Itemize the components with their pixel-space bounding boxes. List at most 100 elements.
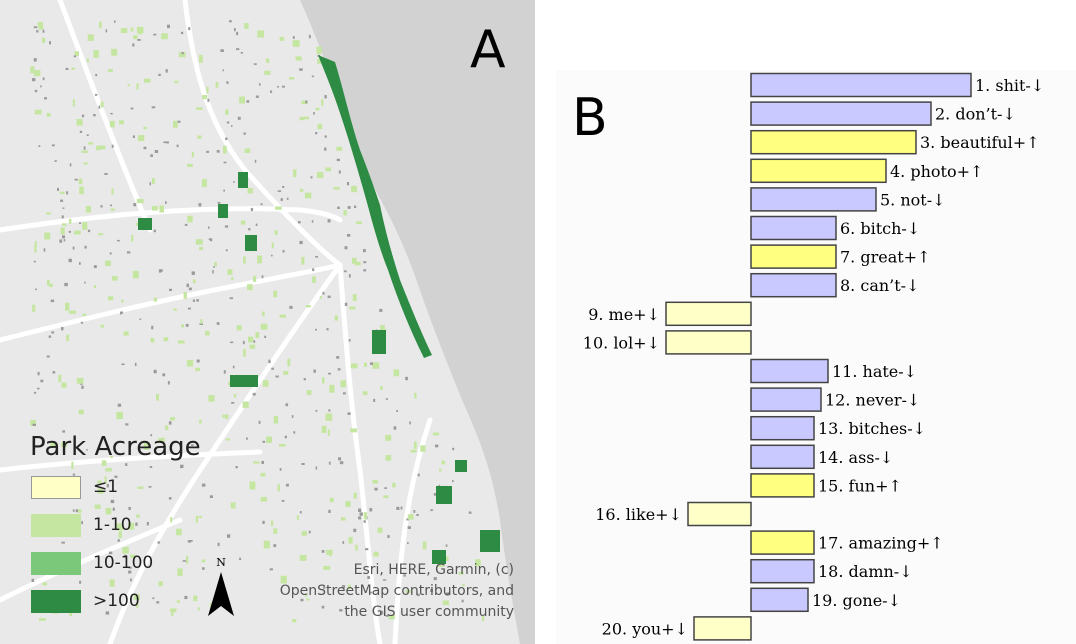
park-patch xyxy=(323,585,326,589)
park-patch xyxy=(315,132,318,135)
bar xyxy=(750,530,815,555)
word-bar-chart: 1. shit-↓ 2. don’t-↓ 3. beautiful+↑ 4. phot… xyxy=(583,72,1044,641)
bar xyxy=(693,616,752,641)
park-patch xyxy=(188,27,191,31)
bar xyxy=(750,187,877,212)
park-patch xyxy=(104,476,107,484)
park-patch xyxy=(433,493,437,496)
park-patch xyxy=(302,116,309,120)
park-patch xyxy=(328,509,331,513)
park-patch xyxy=(414,392,417,399)
park-patch xyxy=(270,520,274,527)
park-patch xyxy=(69,163,72,167)
park-patch xyxy=(132,135,135,138)
park-patch xyxy=(236,325,242,331)
park-patch xyxy=(301,256,305,265)
park-patch xyxy=(123,331,129,336)
large-park xyxy=(138,218,152,230)
park-patch xyxy=(49,41,51,45)
park-patch xyxy=(279,444,286,447)
bar-label: 2. don’t-↓ xyxy=(935,105,1016,124)
park-patch xyxy=(30,419,36,426)
bar-label: 19. gone-↓ xyxy=(812,591,901,610)
park-patch xyxy=(231,277,234,281)
park-patch xyxy=(295,56,302,61)
park-patch xyxy=(198,203,202,207)
park-patch xyxy=(181,52,184,55)
park-patch xyxy=(393,426,397,430)
park-patch xyxy=(350,428,357,433)
park-patch xyxy=(86,449,88,451)
park-patch xyxy=(321,425,327,433)
park-patch xyxy=(171,612,174,617)
park-patch xyxy=(441,460,446,465)
park-patch xyxy=(167,24,170,29)
park-patch xyxy=(99,145,106,150)
road xyxy=(57,0,153,233)
park-patch xyxy=(176,600,180,603)
park-patch xyxy=(240,220,246,225)
park-patch xyxy=(116,523,124,531)
park-patch xyxy=(244,148,251,153)
park-patch xyxy=(50,299,55,303)
park-patch xyxy=(223,145,227,154)
park-patch xyxy=(206,86,209,94)
park-patch xyxy=(177,120,181,123)
park-patch xyxy=(110,499,115,504)
park-patch xyxy=(405,590,412,593)
legend-item: 10-100 xyxy=(31,546,153,580)
park-patch xyxy=(301,100,308,105)
park-patch xyxy=(301,463,305,465)
bar xyxy=(750,415,815,441)
park-patch xyxy=(128,570,132,574)
park-patch xyxy=(452,480,454,483)
park-patch xyxy=(86,134,89,136)
park-patch xyxy=(101,460,107,467)
legend-title: Park Acreage xyxy=(30,432,201,462)
park-patch xyxy=(207,98,210,102)
park-patch xyxy=(85,206,92,213)
park-patch xyxy=(127,83,130,87)
north-label: N xyxy=(216,556,226,569)
park-patch xyxy=(223,189,225,192)
road xyxy=(392,417,433,644)
park-patch xyxy=(107,296,114,301)
park-patch xyxy=(227,269,233,275)
park-patch xyxy=(109,579,115,587)
park-patch xyxy=(246,100,250,103)
park-patch xyxy=(33,70,41,77)
park-patch xyxy=(177,340,185,344)
park-patch xyxy=(93,50,99,58)
park-patch xyxy=(130,578,132,582)
park-patch xyxy=(417,473,420,477)
park-patch xyxy=(209,495,213,498)
park-patch xyxy=(296,515,299,521)
park-patch xyxy=(59,191,65,195)
park-patch xyxy=(201,179,207,187)
park-patch xyxy=(139,318,142,320)
park-patch xyxy=(68,258,72,263)
park-patch xyxy=(158,581,163,587)
park-patch xyxy=(347,584,351,590)
park-patch xyxy=(95,73,98,77)
park-patch xyxy=(188,287,192,291)
park-patch xyxy=(111,48,118,56)
park-patch xyxy=(260,323,268,330)
park-patch xyxy=(34,240,37,247)
park-patch xyxy=(158,269,162,273)
park-patch xyxy=(445,592,450,596)
lakefront-park xyxy=(318,55,432,358)
park-patch xyxy=(223,370,226,374)
park-patch xyxy=(380,325,385,332)
park-patch xyxy=(299,188,304,192)
park-patch xyxy=(105,29,108,33)
legend-item: >100 xyxy=(31,584,140,618)
bar xyxy=(750,558,815,584)
park-patch xyxy=(106,484,109,488)
park-patch xyxy=(461,599,464,603)
park-patch xyxy=(229,20,232,23)
park-patch xyxy=(42,37,46,43)
park-patch xyxy=(336,146,343,151)
park-patch xyxy=(72,473,76,476)
park-patch xyxy=(235,466,238,469)
